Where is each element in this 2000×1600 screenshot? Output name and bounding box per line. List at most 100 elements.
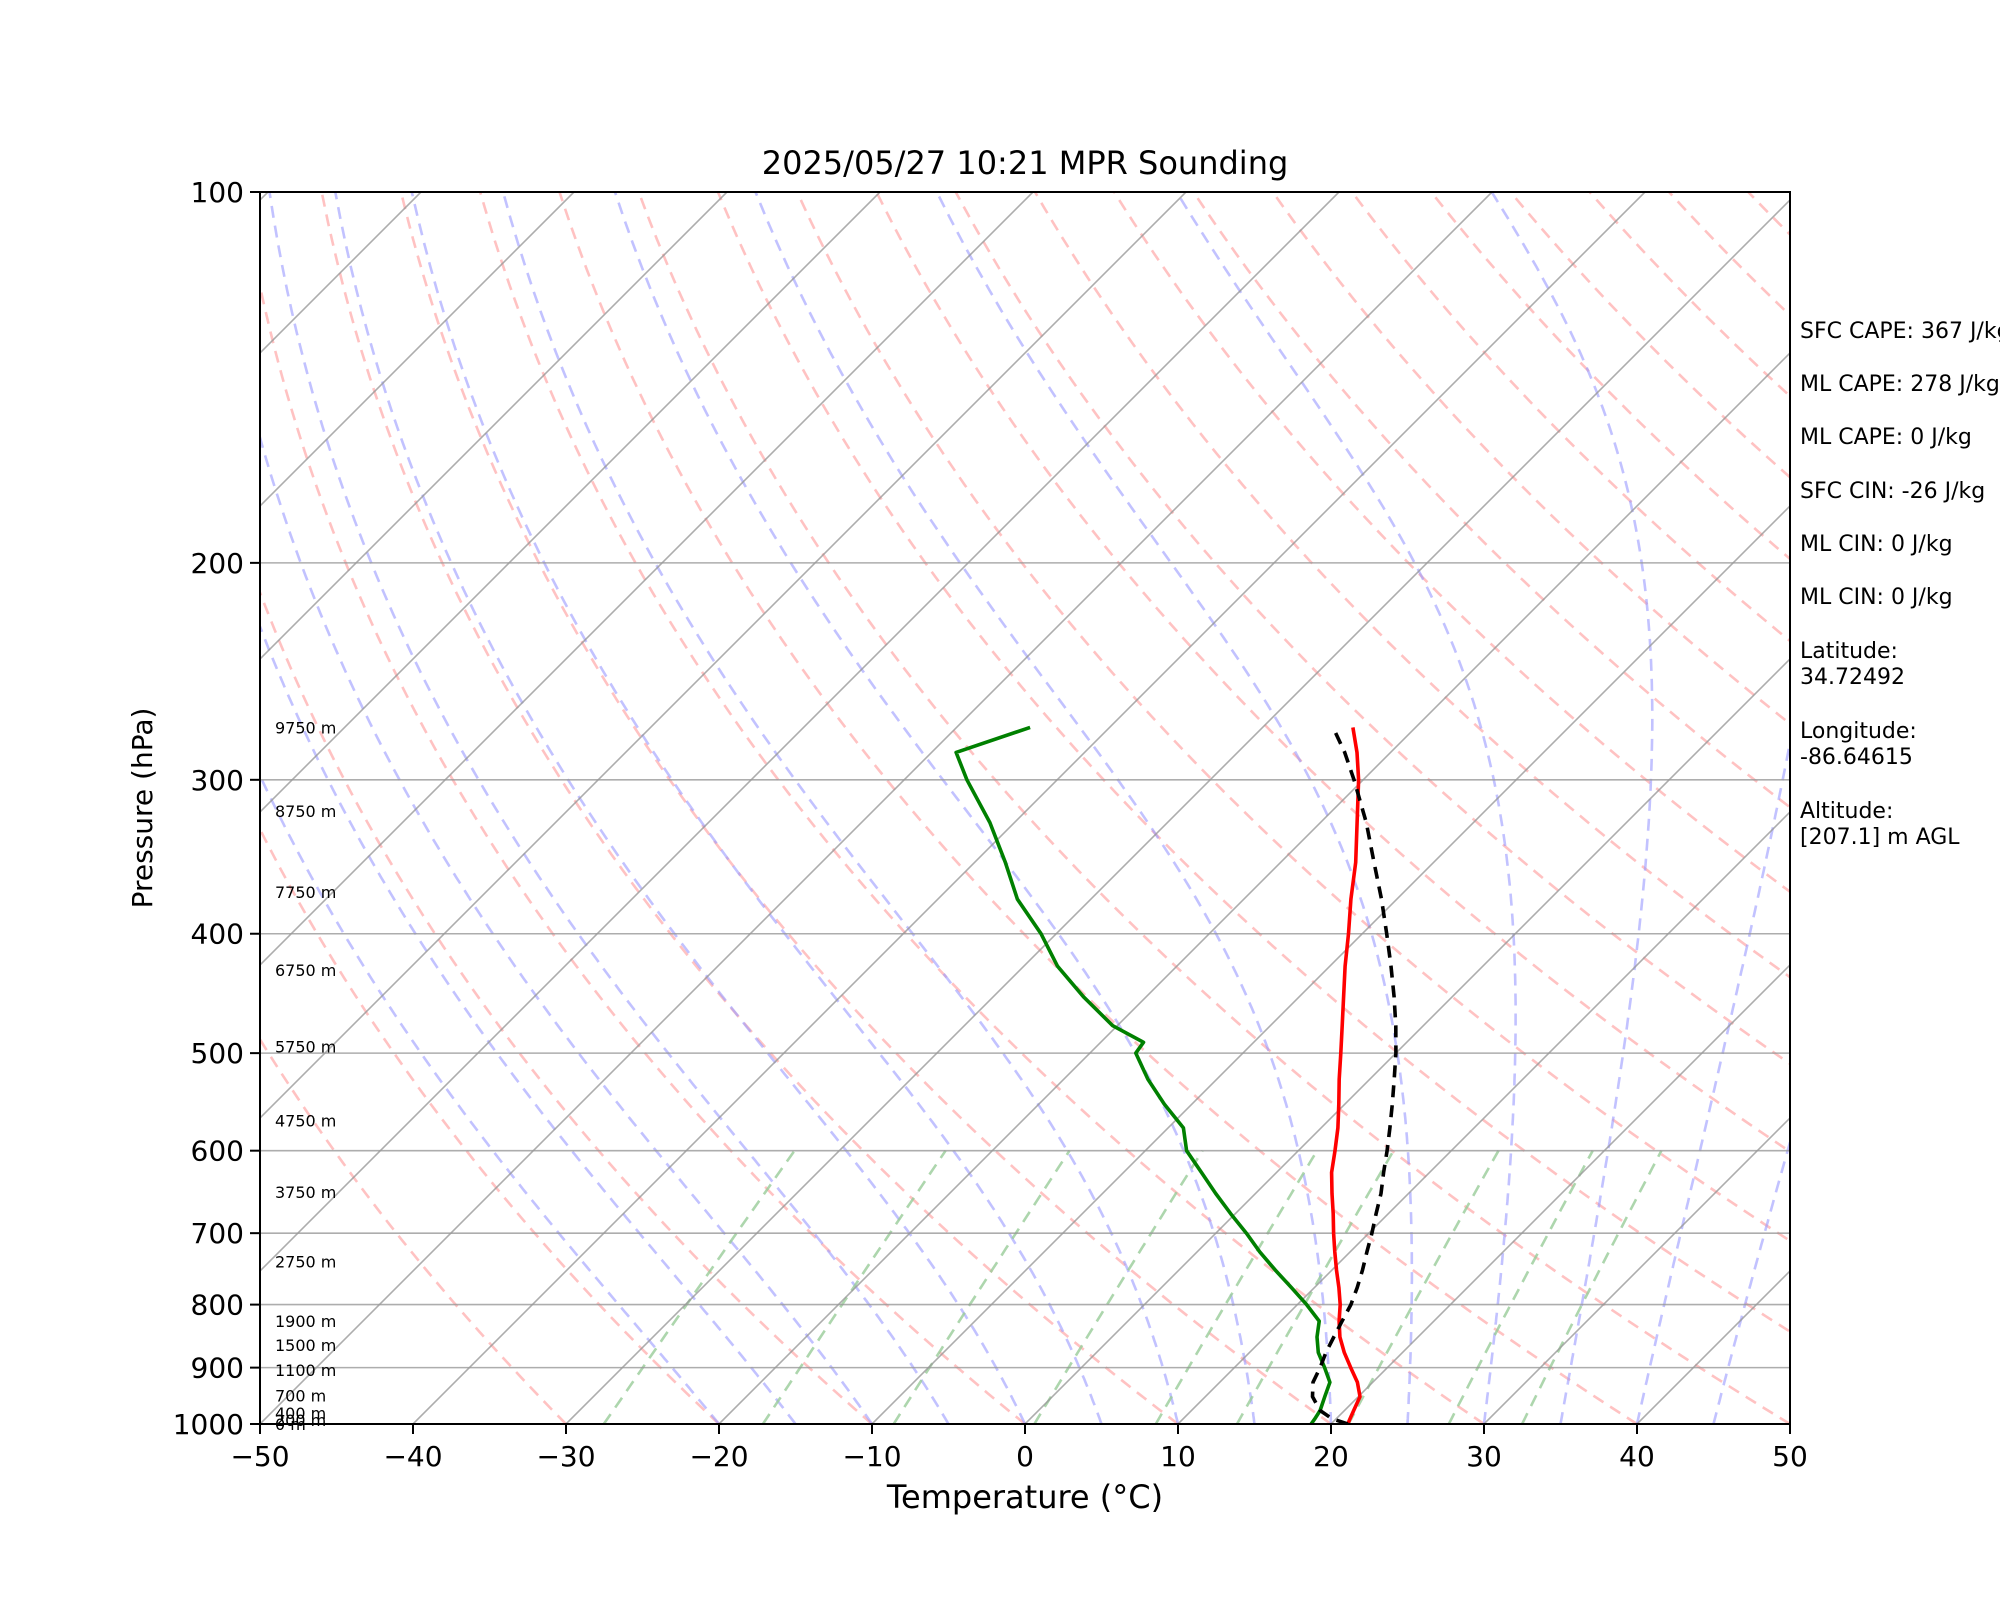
annotation-latitude-value: 34.72492 xyxy=(1800,665,1905,690)
dry-adiabat xyxy=(260,280,1026,1424)
mixing-ratio-line xyxy=(602,1149,796,1424)
temperature-trace xyxy=(1329,727,1362,1424)
isotherm-line xyxy=(718,351,1790,1424)
dry-adiabat xyxy=(320,192,1179,1424)
y-axis-label: Pressure (hPa) xyxy=(126,708,159,909)
annotation-longitude-value: -86.64615 xyxy=(1800,745,1913,770)
x-tick-label: 10 xyxy=(1160,1440,1196,1473)
y-tick-label: 900 xyxy=(191,1352,244,1385)
height-label: 1900 m xyxy=(275,1312,336,1331)
chart-title: 2025/05/27 10:21 MPR Sounding xyxy=(762,144,1289,182)
isotherm-line xyxy=(260,192,1034,967)
annotation-altitude-label: Altitude: xyxy=(1800,799,1893,824)
height-label: 200 m xyxy=(275,1411,326,1430)
plot-frame xyxy=(259,191,1791,1425)
isotherm-line xyxy=(260,192,881,814)
moist-adiabat xyxy=(410,192,1103,1424)
x-axis-label: Temperature (°C) xyxy=(886,1478,1163,1516)
x-tick-label: 20 xyxy=(1313,1440,1349,1473)
height-label: 7750 m xyxy=(275,883,336,902)
isotherm-line xyxy=(1177,810,1790,1424)
dry-adiabat xyxy=(399,192,1332,1424)
moist-adiabat xyxy=(613,192,1256,1424)
dry-adiabat xyxy=(954,192,1790,1066)
height-label: 3750 m xyxy=(275,1183,336,1202)
x-tick-label: −40 xyxy=(383,1440,442,1473)
height-label: 8750 m xyxy=(275,802,336,821)
dry-adiabat xyxy=(716,192,1790,1334)
mixing-ratio-line xyxy=(1033,1150,1204,1424)
moist-adiabat xyxy=(1635,735,1790,1424)
x-tick-label: 30 xyxy=(1466,1440,1502,1473)
isotherm-line xyxy=(260,192,575,508)
x-tick-label: 50 xyxy=(1772,1440,1808,1473)
dry-adiabat xyxy=(260,826,720,1424)
mixing-ratio-line xyxy=(1520,1150,1663,1424)
dry-adiabat xyxy=(1033,192,1790,979)
moist-adiabat xyxy=(334,192,1027,1424)
isotherm-line xyxy=(871,504,1790,1424)
isotherm-line xyxy=(260,192,728,661)
height-label: 700 m xyxy=(275,1386,326,1405)
moist-adiabat xyxy=(935,192,1414,1424)
axis-ticks: −50 −40 −30 −20 −10 0 10 20 30 40 50 100 200 300 400 50… xyxy=(173,176,1808,1473)
annotation-altitude-value: [207.1] m AGL xyxy=(1800,825,1960,850)
height-label: 6750 m xyxy=(275,961,336,980)
isotherm-line xyxy=(565,198,1790,1424)
moist-adiabat xyxy=(1490,192,1654,1424)
height-label: 0 m xyxy=(275,1415,306,1434)
dry-adiabat xyxy=(1430,192,1790,561)
height-labels: 9750 m 8750 m 7750 m 6750 m 5750 m 4750 m 3750… xyxy=(275,718,336,1434)
y-tick-label: 300 xyxy=(191,764,244,797)
moist-adiabat xyxy=(754,192,1333,1424)
isotherm-line xyxy=(0,192,115,1424)
moist-adiabat xyxy=(1175,192,1517,1424)
dry-adiabat xyxy=(796,192,1790,1243)
y-tick-label: 800 xyxy=(191,1289,244,1322)
y-tick-label: 1000 xyxy=(173,1408,244,1441)
mixing-ratio-line xyxy=(1447,1150,1594,1424)
dewpoint-trace xyxy=(954,725,1332,1424)
isotherm-line xyxy=(260,192,1493,1424)
parcel-trace xyxy=(1310,726,1398,1424)
x-tick-label: −10 xyxy=(842,1440,901,1473)
moist-adiabat xyxy=(1712,1137,1790,1424)
sounding-traces xyxy=(954,725,1398,1424)
y-tick-label: 700 xyxy=(191,1217,244,1250)
mixing-ratio-line xyxy=(1154,1150,1319,1424)
moist-adiabat xyxy=(501,192,1180,1424)
isotherm-line xyxy=(1024,657,1790,1424)
dry-adiabat xyxy=(558,192,1638,1424)
annotation-sfc-cape: SFC CAPE: 367 J/kg xyxy=(1800,319,2000,344)
y-tick-label: 600 xyxy=(191,1135,244,1168)
mixing-ratio-line xyxy=(1235,1150,1395,1424)
x-tick-label: −20 xyxy=(689,1440,748,1473)
dry-adiabat xyxy=(1192,192,1790,809)
dry-adiabat xyxy=(1113,192,1790,894)
annotation-latitude-label: Latitude: xyxy=(1800,639,1898,664)
y-tick-label: 100 xyxy=(191,176,244,209)
annotation-longitude-label: Longitude: xyxy=(1800,719,1917,744)
x-tick-label: 0 xyxy=(1016,1440,1034,1473)
annotation-sfc-cin: SFC CIN: -26 J/kg xyxy=(1800,479,1985,504)
isotherm-line xyxy=(260,192,1187,1120)
height-label: 400 m xyxy=(275,1404,326,1423)
dry-adiabat xyxy=(637,192,1790,1424)
y-tick-label: 400 xyxy=(191,918,244,951)
moist-adiabat xyxy=(268,192,950,1424)
annotation-ml-cape: ML CAPE: 278 J/kg xyxy=(1800,372,2000,397)
moist-adiabat xyxy=(260,623,797,1424)
isotherm-line xyxy=(412,192,1646,1424)
height-label: 1500 m xyxy=(275,1336,336,1355)
annotation-panel: SFC CAPE: 367 J/kg ML CAPE: 278 J/kg ML … xyxy=(1800,319,2000,850)
isotherm-line xyxy=(260,192,1340,1273)
isotherm-line xyxy=(1330,963,1790,1424)
height-label: 2750 m xyxy=(275,1252,336,1271)
x-tick-label: 40 xyxy=(1619,1440,1655,1473)
height-label: 4750 m xyxy=(275,1111,336,1130)
y-tick-label: 200 xyxy=(191,547,244,580)
height-label: 5750 m xyxy=(275,1038,336,1057)
isotherm-line xyxy=(1483,1116,1790,1424)
y-tick-label: 500 xyxy=(191,1037,244,1070)
